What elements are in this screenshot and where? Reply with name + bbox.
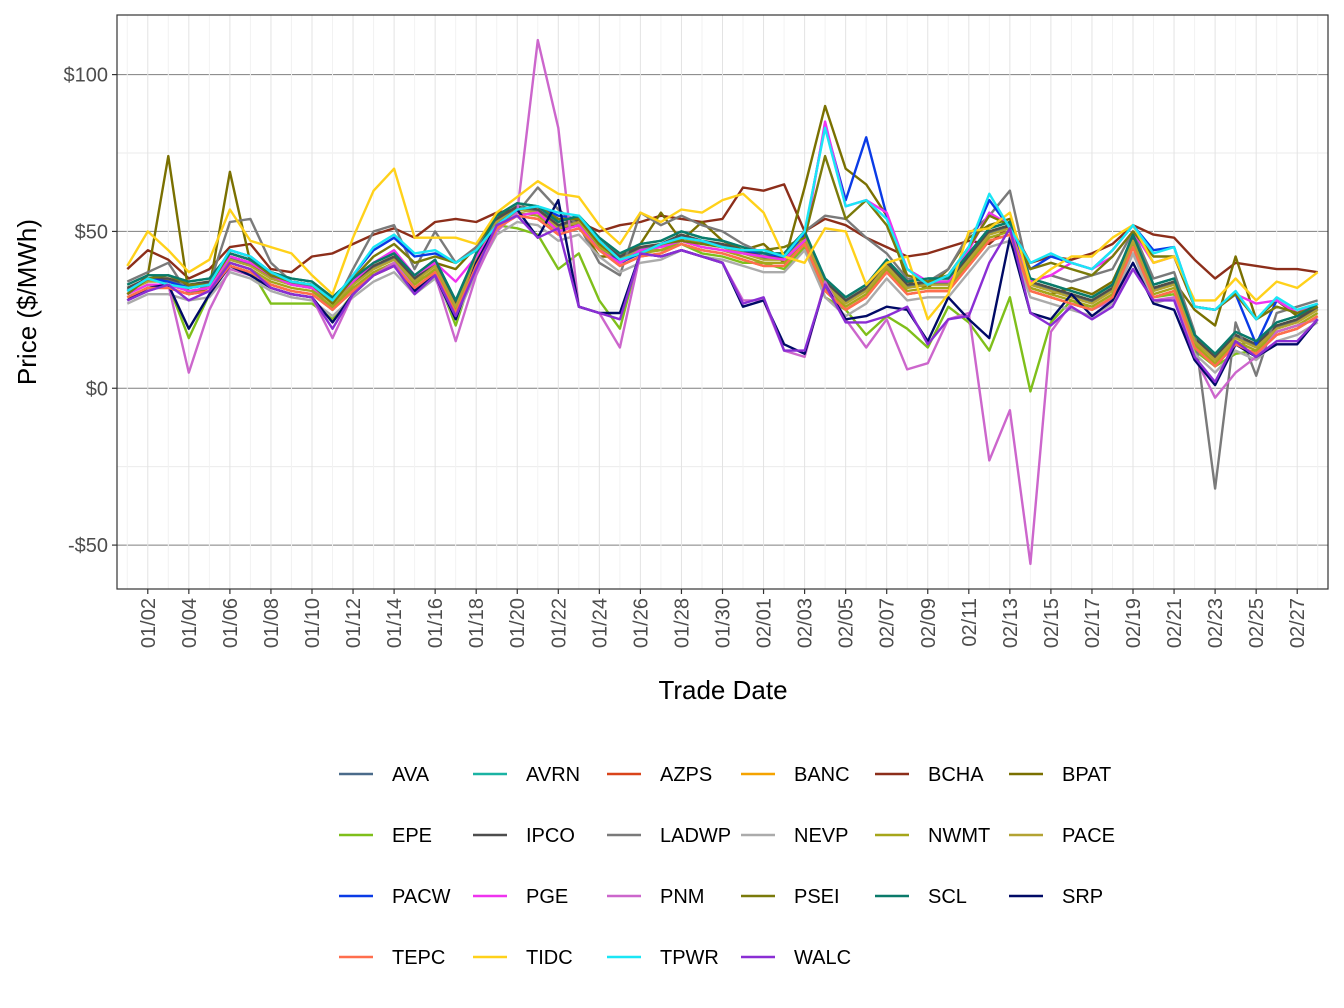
legend-item-ladwp: LADWP <box>607 825 731 847</box>
series-line-scl <box>126 201 1319 355</box>
x-tick-label: 01/10 <box>302 598 324 648</box>
x-tick-label: 01/18 <box>466 598 488 648</box>
x-axis-title: Trade Date <box>658 675 787 705</box>
legend-label: SCL <box>928 886 967 908</box>
legend: AVA AVRN AZPS BANC BCHA BPAT EPE IPCO LADWP NEVP N… <box>339 764 1115 969</box>
x-tick-label: 01/06 <box>220 598 242 648</box>
legend-label: TEPC <box>392 947 445 969</box>
series-line-bcha <box>126 183 1318 280</box>
legend-item-tepc: TEPC <box>339 947 445 969</box>
legend-item-banc: BANC <box>741 764 850 786</box>
x-tick-label: 02/01 <box>754 598 776 648</box>
x-tick-label: 01/12 <box>343 598 365 648</box>
series-lines <box>126 38 1319 566</box>
series-line-walc <box>126 214 1319 384</box>
legend-item-scl: SCL <box>875 886 967 908</box>
legend-label: AVRN <box>526 764 580 786</box>
legend-label: BCHA <box>928 764 984 786</box>
x-axis: 01/02 01/04 01/06 01/08 01/10 01/12 01/14 01/16… <box>138 589 1309 648</box>
x-tick-label: 02/11 <box>959 598 981 647</box>
x-tick-label: 01/30 <box>713 598 735 648</box>
x-tick-label: 02/19 <box>1123 598 1145 648</box>
x-tick-label: 01/28 <box>671 598 693 648</box>
legend-label: BANC <box>794 764 850 786</box>
legend-item-azps: AZPS <box>607 764 712 786</box>
y-tick-label: -$50 <box>68 535 108 557</box>
legend-label: TPWR <box>660 947 719 969</box>
x-tick-label: 01/08 <box>261 598 283 648</box>
x-tick-label: 01/22 <box>548 598 570 648</box>
legend-item-pace: PACE <box>1009 825 1115 847</box>
legend-item-bcha: BCHA <box>875 764 984 786</box>
x-tick-label: 02/15 <box>1041 598 1063 648</box>
legend-label: WALC <box>794 947 851 969</box>
legend-label: PACW <box>392 886 451 908</box>
grid-lines <box>117 15 1328 589</box>
x-tick-label: 01/20 <box>507 598 529 648</box>
legend-item-avrn: AVRN <box>473 764 580 786</box>
legend-item-srp: SRP <box>1009 886 1103 908</box>
legend-item-psei: PSEI <box>741 886 840 908</box>
series-line-tepc <box>126 214 1319 368</box>
legend-label: NEVP <box>794 825 848 847</box>
legend-item-epe: EPE <box>339 825 432 847</box>
x-tick-label: 01/04 <box>179 598 201 648</box>
x-tick-label: 01/26 <box>630 598 652 648</box>
legend-item-pacw: PACW <box>339 886 451 908</box>
legend-label: IPCO <box>526 825 575 847</box>
x-tick-label: 02/27 <box>1287 598 1309 648</box>
legend-label: SRP <box>1062 886 1103 908</box>
legend-label: PGE <box>526 886 568 908</box>
x-tick-label: 02/21 <box>1164 598 1186 648</box>
legend-label: LADWP <box>660 825 731 847</box>
x-tick-label: 01/14 <box>384 598 406 648</box>
legend-label: NWMT <box>928 825 990 847</box>
legend-label: TIDC <box>526 947 573 969</box>
x-tick-label: 02/25 <box>1246 598 1268 648</box>
y-tick-label: $50 <box>75 221 108 243</box>
legend-item-walc: WALC <box>741 947 851 969</box>
legend-item-bpat: BPAT <box>1009 764 1111 786</box>
legend-item-ipco: IPCO <box>473 825 575 847</box>
legend-item-tidc: TIDC <box>473 947 573 969</box>
x-tick-label: 02/03 <box>795 598 817 648</box>
legend-item-pge: PGE <box>473 886 568 908</box>
x-tick-label: 02/13 <box>1000 598 1022 648</box>
y-axis: -$50 $0 $50 $100 <box>64 65 117 557</box>
y-tick-label: $100 <box>64 65 109 87</box>
legend-label: EPE <box>392 825 432 847</box>
legend-label: AZPS <box>660 764 712 786</box>
y-axis-title: Price ($/MWh) <box>12 219 42 385</box>
x-tick-label: 01/02 <box>138 598 160 648</box>
series-line-tidc <box>126 167 1319 321</box>
x-tick-label: 02/17 <box>1082 598 1104 648</box>
legend-item-pnm: PNM <box>607 886 704 908</box>
x-tick-label: 02/05 <box>836 598 858 648</box>
x-tick-label: 02/07 <box>877 598 899 648</box>
legend-label: PNM <box>660 886 704 908</box>
x-tick-label: 01/16 <box>425 598 447 648</box>
legend-label: PACE <box>1062 825 1115 847</box>
legend-label: AVA <box>392 764 430 786</box>
legend-item-nwmt: NWMT <box>875 825 990 847</box>
legend-label: PSEI <box>794 886 840 908</box>
legend-item-nevp: NEVP <box>741 825 848 847</box>
x-tick-label: 02/09 <box>918 598 940 648</box>
legend-item-tpwr: TPWR <box>607 947 719 969</box>
x-tick-label: 02/23 <box>1205 598 1227 648</box>
series-line-tpwr <box>126 126 1319 321</box>
y-tick-label: $0 <box>86 378 108 400</box>
legend-label: BPAT <box>1062 764 1111 786</box>
legend-item-ava: AVA <box>339 764 430 786</box>
x-tick-label: 01/24 <box>589 598 611 648</box>
